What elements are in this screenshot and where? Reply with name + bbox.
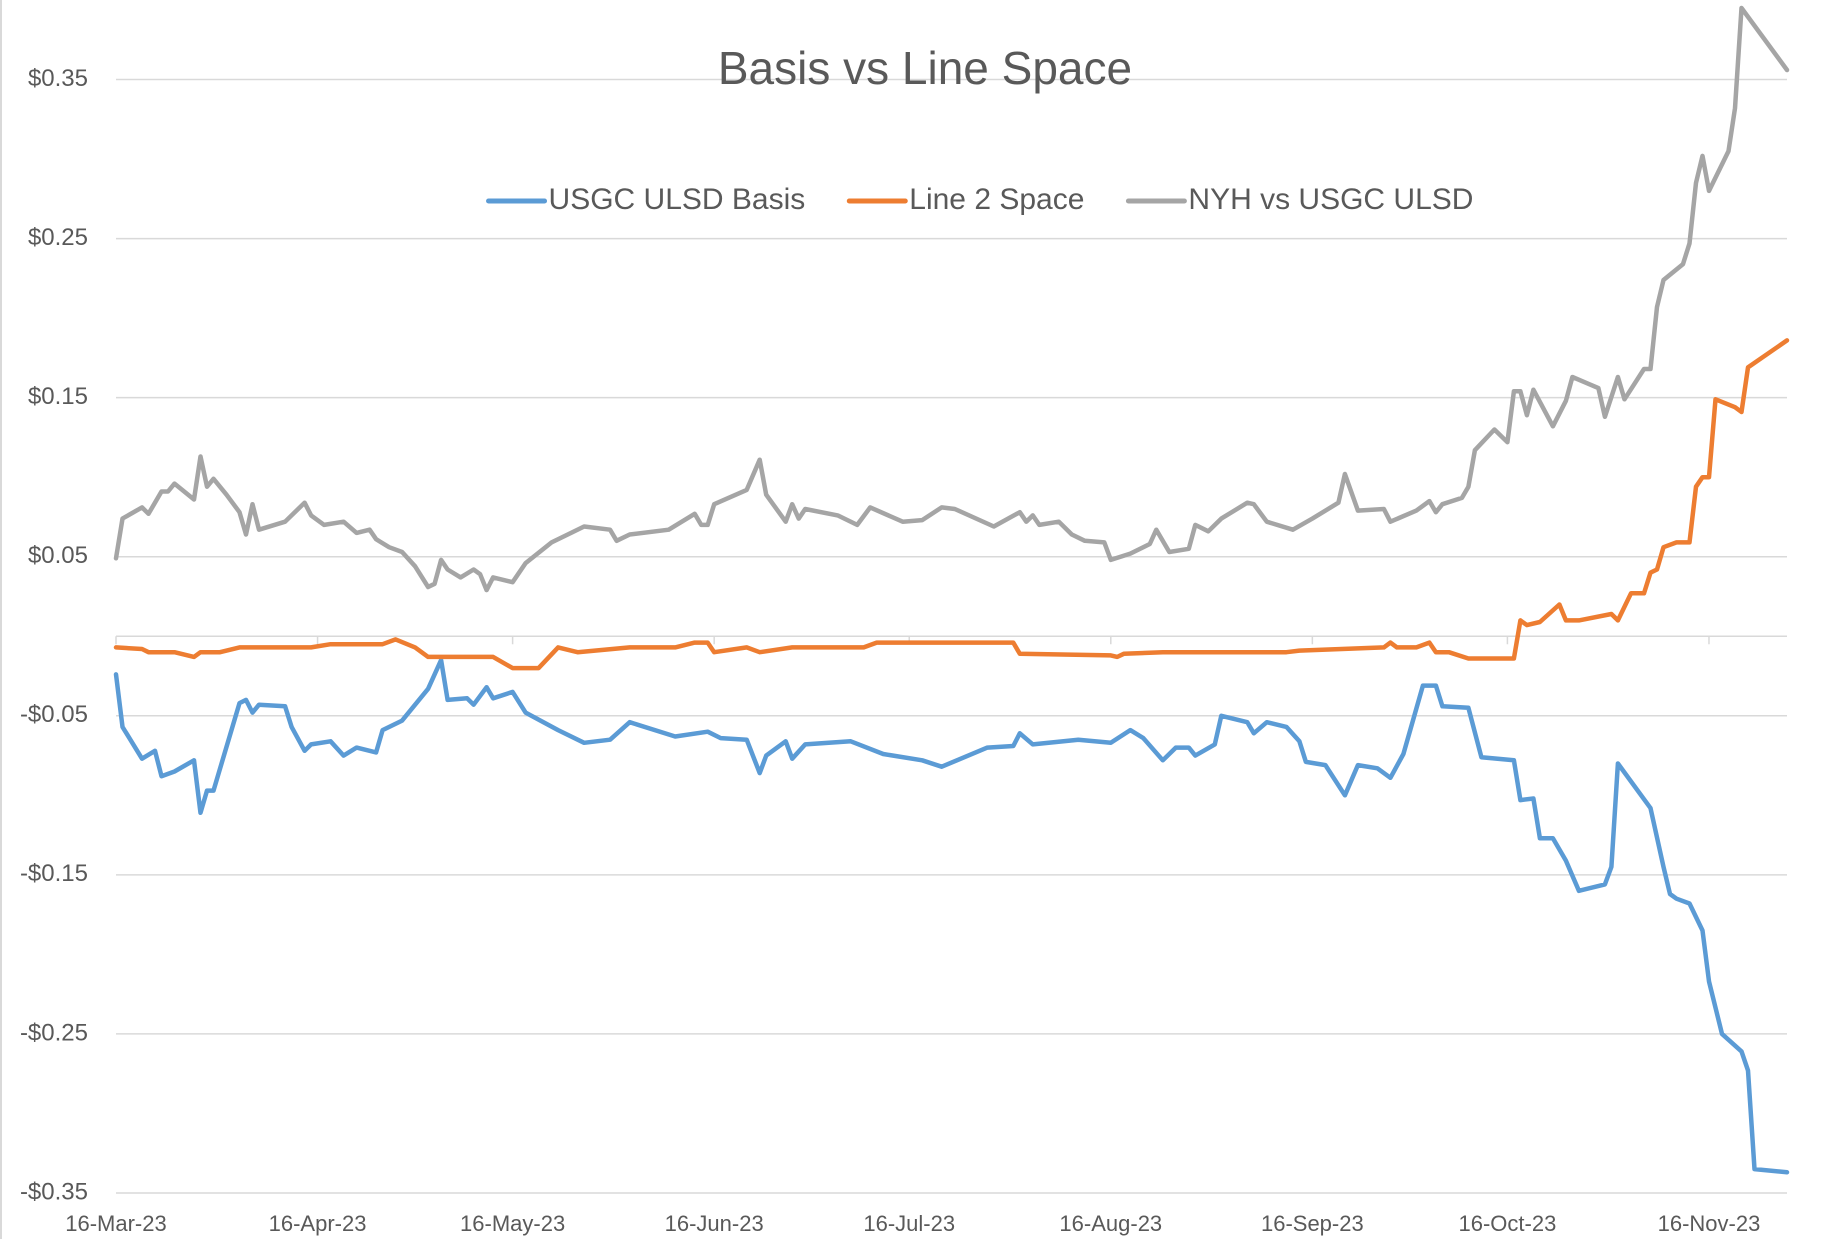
series-line — [113, 5, 1790, 593]
y-tick-label: -$0.35 — [20, 1178, 88, 1205]
legend-item: Line 2 Space — [846, 183, 1084, 216]
y-tick-label: $0.15 — [28, 383, 88, 410]
x-tick-label: 16-Aug-23 — [1059, 1211, 1162, 1236]
legend-label: Line 2 Space — [909, 183, 1084, 216]
plot-area — [113, 5, 1790, 1175]
x-tick-label: 16-Apr-23 — [269, 1211, 367, 1236]
series-line — [113, 338, 1790, 671]
y-tick-label: -$0.25 — [20, 1019, 88, 1046]
y-tick-label: $0.25 — [28, 224, 88, 251]
grid: -$0.35 -$0.25 -$0.15 -$0.05 $0.05 $0.15 $0.25 $… — [20, 65, 1787, 1236]
chart-title: Basis vs Line Space — [718, 42, 1132, 94]
x-tick-label: 16-Jul-23 — [863, 1211, 955, 1236]
legend-label: NYH vs USGC ULSD — [1188, 183, 1473, 216]
y-tick-label: $0.05 — [28, 542, 88, 569]
series-line — [113, 657, 1790, 1175]
y-tick-label: $0.35 — [28, 65, 88, 92]
x-tick-label: 16-Mar-23 — [65, 1211, 166, 1236]
legend: USGC ULSD Basis Line 2 Space NYH vs USGC U… — [486, 183, 1473, 216]
y-tick-label: -$0.05 — [20, 701, 88, 728]
legend-item: NYH vs USGC ULSD — [1125, 183, 1473, 216]
x-tick-label: 16-May-23 — [460, 1211, 565, 1236]
x-tick-label: 16-Jun-23 — [665, 1211, 764, 1236]
x-tick-label: 16-Oct-23 — [1459, 1211, 1557, 1236]
x-tick-label: 16-Nov-23 — [1658, 1211, 1761, 1236]
legend-label: USGC ULSD Basis — [549, 183, 806, 216]
x-tick-label: 16-Sep-23 — [1261, 1211, 1364, 1236]
y-tick-label: -$0.15 — [20, 860, 88, 887]
legend-item: USGC ULSD Basis — [486, 183, 806, 216]
